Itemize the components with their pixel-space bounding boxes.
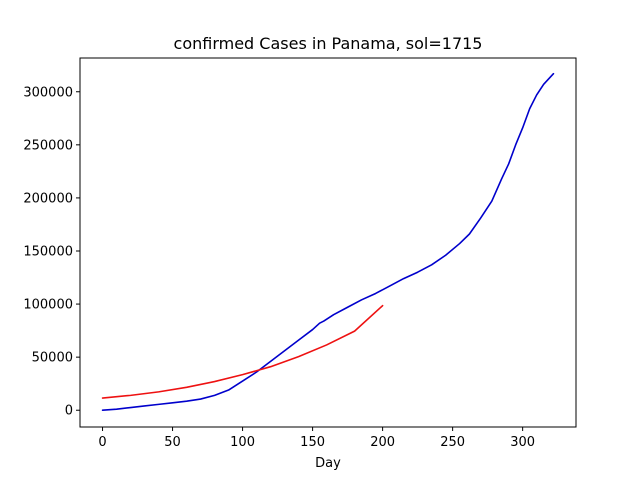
- x-tick-label-0: 0: [98, 435, 106, 450]
- y-tick-label-0: 0: [65, 404, 73, 419]
- y-tick-label-200000: 200000: [23, 191, 73, 206]
- plot-layer: [101, 72, 555, 412]
- y-tick-label-300000: 300000: [23, 85, 73, 100]
- x-tick-label-100: 100: [230, 435, 255, 450]
- x-tick-label-250: 250: [440, 435, 465, 450]
- plot-frame: [79, 57, 577, 428]
- x-tick-label-50: 50: [164, 435, 181, 450]
- axes-layer: 0 50 100 150 200 250 300 0 50000 100000 150000 2000…: [23, 57, 577, 450]
- y-tick-label-50000: 50000: [32, 351, 73, 366]
- x-tick-label-150: 150: [300, 435, 325, 450]
- y-tick-label-150000: 150000: [23, 244, 73, 259]
- y-tick-label-250000: 250000: [23, 138, 73, 153]
- x-axis-label: Day: [315, 456, 341, 471]
- chart-title: confirmed Cases in Panama, sol=1715: [174, 34, 483, 53]
- series-line-1: [101, 72, 555, 412]
- x-tick-label-300: 300: [510, 435, 535, 450]
- y-tick-label-100000: 100000: [23, 298, 73, 313]
- x-tick-label-200: 200: [370, 435, 395, 450]
- series-line-2: [101, 304, 384, 399]
